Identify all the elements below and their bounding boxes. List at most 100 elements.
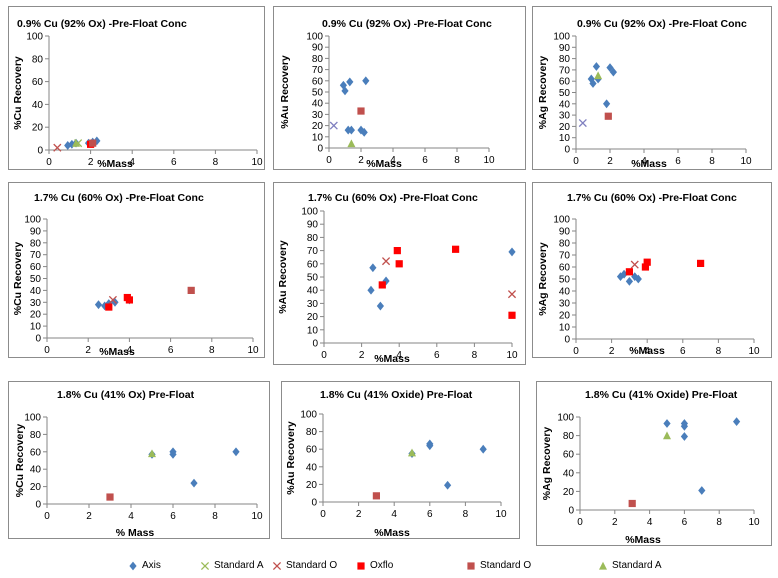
y-tick-label: 40	[32, 100, 44, 111]
y-tick-label: 0	[312, 339, 318, 350]
legend-label: Standard O	[480, 560, 532, 571]
y-tick-label: 50	[559, 88, 571, 99]
data-point-square	[378, 281, 386, 289]
x-tick-label: 8	[454, 155, 460, 166]
data-point-square	[105, 303, 113, 311]
data-point-triangle	[148, 449, 156, 458]
x-tick-label: 0	[326, 155, 332, 166]
legend-marker	[272, 561, 282, 570]
y-tick-label: 80	[307, 233, 319, 244]
y-tick-label: 60	[32, 77, 44, 88]
y-tick-label: 90	[559, 43, 571, 54]
data-point-diamond	[376, 301, 384, 311]
x-tick-label: 6	[680, 346, 686, 357]
x-tick-label: 10	[495, 509, 507, 520]
data-point-diamond	[190, 478, 198, 488]
data-point-square	[452, 245, 460, 253]
y-tick-label: 70	[559, 251, 571, 262]
x-tick-label: 2	[609, 346, 615, 357]
chart-panel-ag-17: 1.7% Cu (60% Ox) -Pre-Float Conc 0 10 20 30 4…	[532, 182, 772, 358]
data-point-diamond	[592, 62, 600, 71]
data-point-diamond	[232, 447, 240, 457]
square-marker-icon	[467, 561, 475, 570]
chart-title: 1.8% Cu (41% Oxide) Pre-Float	[320, 389, 473, 401]
x-tick-label: 0	[573, 156, 579, 167]
chart-panel-au-18: 1.8% Cu (41% Oxide) Pre-Float 0 20 40 60 80 10…	[281, 381, 520, 539]
x-tick-label: 0	[44, 345, 50, 356]
y-tick-label: 100	[557, 413, 574, 424]
x-tick-label: 10	[483, 155, 495, 166]
x-tick-label: 2	[359, 350, 365, 361]
x-tick-label: 0	[573, 346, 579, 357]
y-axis-label: %Au Recovery	[277, 240, 289, 314]
y-tick-label: 0	[35, 500, 41, 511]
x-tick-label: 4	[647, 517, 653, 528]
y-tick-label: 40	[30, 465, 42, 476]
y-axis-label: %Au Recovery	[279, 55, 291, 129]
x-tick-label: 2	[607, 156, 613, 167]
chart-svg: 0.9% Cu (92% Ox) -Pre-Float Conc02040608…	[12, 18, 263, 170]
data-point-diamond	[680, 432, 688, 441]
x-tick-label: 4	[641, 156, 647, 167]
chart-panel-cu-18: 1.8% Cu (41% Ox) Pre-Float 0 20 40 60 80 100 0 2…	[8, 381, 270, 539]
x-tick-label: 0	[321, 350, 327, 361]
data-point-square	[89, 139, 97, 147]
y-tick-label: 40	[312, 99, 324, 110]
data-point-diamond	[589, 79, 597, 88]
x-tick-label: 8	[716, 346, 722, 357]
data-point-diamond	[698, 486, 706, 495]
x-tick-label: 6	[675, 156, 681, 167]
y-tick-label: 90	[559, 227, 571, 238]
y-tick-label: 80	[312, 54, 324, 65]
x-tick-label: 8	[463, 509, 469, 520]
y-tick-label: 100	[24, 215, 41, 226]
data-point-square	[187, 286, 195, 294]
data-point-square	[604, 112, 612, 120]
x-tick-label: 10	[506, 350, 518, 361]
y-tick-label: 60	[306, 445, 318, 456]
triangle-marker-icon	[599, 561, 607, 570]
chart-title: 1.8% Cu (41% Oxide) Pre-Float	[585, 389, 738, 401]
x-axis-label: %Mass	[97, 158, 133, 170]
x-tick-label: 4	[127, 345, 133, 356]
y-tick-label: 80	[30, 238, 42, 249]
y-tick-label: 50	[307, 273, 319, 284]
y-tick-label: 10	[312, 132, 324, 143]
x-tick-label: 6	[171, 157, 177, 168]
y-tick-label: 100	[553, 215, 570, 226]
x-tick-label: 6	[422, 155, 428, 166]
data-point-diamond	[663, 419, 671, 428]
y-tick-label: 10	[30, 322, 42, 333]
chart-svg: 1.7% Cu (60% Ox) -Pre-Float Conc01020304…	[12, 192, 259, 358]
data-point-x	[381, 257, 391, 266]
y-tick-label: 20	[32, 123, 44, 134]
x-tick-label: 8	[213, 157, 219, 168]
legend-marker	[467, 561, 475, 570]
x-tick-label: 0	[320, 509, 326, 520]
y-tick-label: 0	[317, 144, 323, 155]
x-tick-label: 2	[85, 345, 91, 356]
x-tick-label: 6	[168, 345, 174, 356]
y-tick-label: 100	[553, 32, 570, 43]
data-point-square	[508, 311, 516, 319]
diamond-marker-icon	[129, 561, 137, 570]
y-tick-label: 100	[301, 207, 318, 218]
y-axis-label: %Cu Recovery	[12, 242, 24, 316]
x-tick-label: 10	[748, 517, 760, 528]
data-point-diamond	[367, 285, 375, 295]
x-tick-label: 0	[44, 511, 50, 522]
y-tick-label: 90	[312, 43, 324, 54]
y-tick-label: 60	[307, 259, 319, 270]
x-tick-label: 0	[46, 157, 52, 168]
legend-label: Oxflo	[370, 560, 394, 571]
y-tick-label: 50	[312, 88, 324, 99]
x-tick-label: 2	[612, 517, 618, 528]
x-tick-label: 2	[358, 155, 364, 166]
y-tick-label: 30	[307, 299, 319, 310]
x-tick-label: 10	[251, 511, 263, 522]
data-point-diamond	[426, 441, 434, 451]
chart-panel-ag-18: 1.8% Cu (41% Oxide) Pre-Float 0 20 40 60 80 10…	[536, 381, 772, 546]
legend-item-standard-a-x: Standard A	[200, 560, 263, 571]
y-tick-label: 60	[30, 447, 42, 458]
chart-title: 1.7% Cu (60% Ox) -Pre-Float Conc	[567, 192, 737, 204]
